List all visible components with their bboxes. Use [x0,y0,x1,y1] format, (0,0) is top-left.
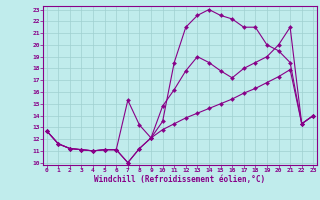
X-axis label: Windchill (Refroidissement éolien,°C): Windchill (Refroidissement éolien,°C) [94,175,266,184]
